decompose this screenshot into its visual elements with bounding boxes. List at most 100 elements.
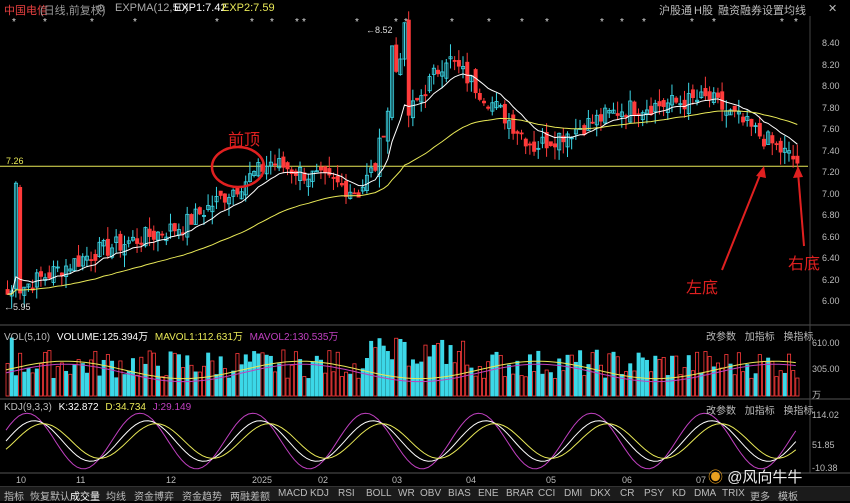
indicator-tab[interactable]: ENE (478, 488, 499, 499)
candle-body (390, 45, 395, 118)
stock-chart[interactable] (0, 0, 850, 486)
candle-body (76, 255, 81, 267)
kdj-switch-indicator-button[interactable]: 换指标 (783, 406, 814, 417)
toolbar-link-hk-connect[interactable]: 沪股通 (659, 5, 692, 17)
indicator-tab[interactable]: 成交量 (70, 492, 100, 503)
event-marker-icon[interactable]: * (520, 17, 524, 28)
indicator-tab[interactable]: OBV (420, 488, 442, 499)
event-marker-icon[interactable]: * (712, 17, 716, 28)
candle-body (80, 256, 85, 267)
volume-panel-header: VOL(5,10) VOLUME:125.394万 MAVOL1:112.631… (4, 328, 338, 343)
event-marker-icon[interactable]: * (250, 17, 254, 28)
volume-bar (540, 373, 545, 397)
indicator-tab[interactable]: MACD (278, 488, 308, 499)
kdj-indicator[interactable]: KDJ(9,3,3) (4, 402, 52, 413)
indicator-tab[interactable]: 两融差额 (230, 492, 270, 503)
event-marker-icon[interactable]: * (295, 17, 299, 28)
volume-bar (778, 370, 783, 397)
event-marker-icon[interactable]: * (780, 17, 784, 28)
volume-bar (553, 377, 558, 397)
close-icon[interactable]: ✕ (828, 3, 838, 15)
volume-bar (218, 356, 223, 397)
volume-bar (624, 371, 629, 397)
volume-indicator[interactable]: VOL(5,10) (4, 332, 51, 343)
indicator-tab[interactable]: TRIX (722, 488, 745, 499)
candle-body (774, 143, 779, 146)
kdj-add-indicator-button[interactable]: 加指标 (744, 406, 775, 417)
volume-bar (360, 368, 365, 397)
indicator-tab[interactable]: 恢复默认 (30, 492, 70, 503)
candle-body (335, 175, 340, 183)
indicator-tab[interactable]: DMI (564, 488, 583, 499)
toolbar-link-margin[interactable]: 融资融券 (718, 5, 762, 17)
candle-body (686, 93, 691, 114)
event-marker-icon[interactable]: * (43, 17, 47, 28)
event-marker-icon[interactable]: * (642, 17, 646, 28)
event-marker-icon[interactable]: * (690, 17, 694, 28)
time-axis-label: 11 (76, 475, 86, 485)
candle-body (607, 110, 612, 114)
indicator-tab[interactable]: WR (398, 488, 415, 499)
candle-body (197, 207, 202, 215)
candle-body (515, 131, 520, 134)
volume-bar (302, 376, 307, 397)
volume-bar (76, 359, 81, 397)
indicator-tab[interactable]: 资金趋势 (182, 492, 222, 503)
event-marker-icon[interactable]: * (12, 17, 16, 28)
arrow-head (793, 166, 803, 178)
edit-params-button[interactable]: 改参数 (706, 332, 736, 343)
volume-bar (80, 363, 85, 397)
volume-bar (34, 368, 39, 397)
indicator-tab[interactable]: BOLL (366, 488, 392, 499)
gear-icon[interactable]: ⚙ (96, 3, 106, 15)
event-marker-icon[interactable]: * (215, 17, 219, 28)
event-marker-icon[interactable]: * (600, 17, 604, 28)
event-marker-icon[interactable]: * (487, 17, 491, 28)
add-indicator-button[interactable]: 加指标 (744, 332, 775, 343)
candle-body (277, 158, 282, 169)
weibo-icon: ◉ (708, 469, 724, 486)
stock-name[interactable]: 中国电信 (4, 5, 48, 17)
candle-body (594, 114, 599, 126)
toolbar-link-ma-settings[interactable]: 设置均线 (762, 5, 806, 17)
candle-body (507, 120, 512, 129)
event-marker-icon[interactable]: * (450, 17, 454, 28)
candle-body (339, 183, 344, 186)
candle-body (97, 241, 102, 258)
indicator-tab[interactable]: 资金博弈 (134, 492, 174, 503)
indicator-tab[interactable]: CCI (538, 488, 556, 499)
candle-body (557, 132, 562, 151)
indicator-tab[interactable]: KDJ (310, 488, 329, 499)
event-marker-icon[interactable]: * (90, 17, 94, 28)
indicator-tab[interactable]: 指标 (4, 492, 24, 503)
indicator-tab[interactable]: CR (620, 488, 635, 499)
price-axis-tick: 7.80 (822, 102, 840, 113)
event-marker-icon[interactable]: * (545, 17, 549, 28)
indicator-tab[interactable]: 更多 (750, 492, 770, 503)
volume-bar (473, 375, 478, 397)
event-marker-icon[interactable]: * (794, 17, 798, 28)
event-marker-icon[interactable]: * (302, 17, 306, 28)
high-price-value: 8.52 (375, 25, 393, 35)
indicator-tab[interactable]: PSY (644, 488, 665, 499)
indicator-tab[interactable]: 均线 (106, 492, 126, 503)
event-marker-icon[interactable]: * (620, 17, 624, 28)
event-marker-icon[interactable]: * (394, 17, 398, 28)
indicator-tab[interactable]: 模板 (778, 492, 798, 503)
kdj-edit-params-button[interactable]: 改参数 (706, 406, 736, 417)
event-marker-icon[interactable]: * (133, 17, 137, 28)
toolbar-link-h-share[interactable]: H股 (694, 5, 713, 17)
indicator-tab[interactable]: DMA (694, 488, 717, 499)
event-marker-icon[interactable]: * (355, 17, 359, 28)
volume-bar (582, 375, 587, 397)
indicator-tab[interactable]: BRAR (506, 488, 534, 499)
switch-indicator-button[interactable]: 换指标 (783, 332, 814, 343)
volume-bar (557, 358, 562, 397)
indicator-tab[interactable]: DKX (590, 488, 611, 499)
volume-bar (256, 353, 261, 397)
indicator-tab[interactable]: KD (672, 488, 686, 499)
event-marker-icon[interactable]: * (270, 17, 274, 28)
candle-body (227, 197, 232, 205)
indicator-tab[interactable]: RSI (338, 488, 355, 499)
indicator-tab[interactable]: BIAS (448, 488, 471, 499)
